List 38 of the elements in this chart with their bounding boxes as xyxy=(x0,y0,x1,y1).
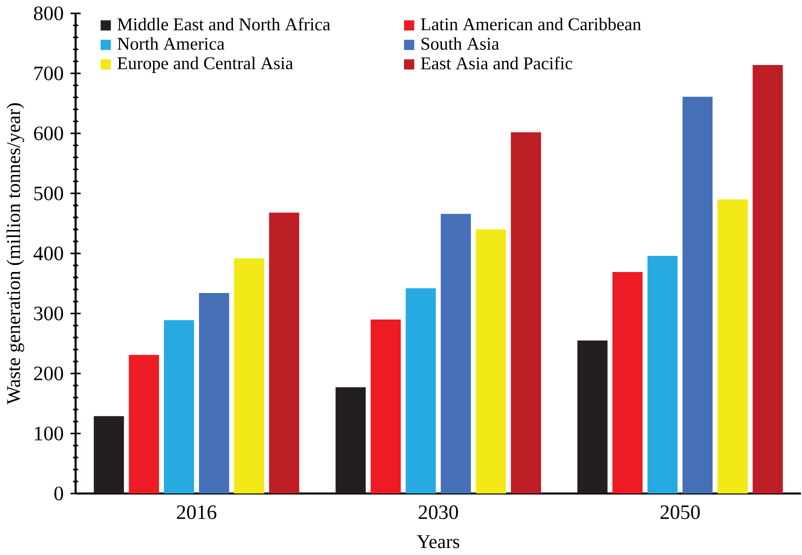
bar xyxy=(198,293,230,494)
y-tick-label: 400 xyxy=(34,246,64,260)
bar xyxy=(128,355,159,494)
bar xyxy=(682,96,713,494)
legend-label: East Asia and Pacific xyxy=(420,56,572,70)
bar xyxy=(234,258,264,494)
bar xyxy=(164,320,194,494)
legend-label: South Asia xyxy=(422,37,500,50)
y-tick-label: 200 xyxy=(34,366,64,381)
bar xyxy=(510,132,542,494)
y-tick-label: 0 xyxy=(54,486,64,501)
y-tick-label: 700 xyxy=(34,66,64,80)
bar xyxy=(752,65,783,494)
bar xyxy=(440,214,471,494)
y-tick-label: 100 xyxy=(34,426,64,441)
bar xyxy=(269,212,300,494)
bar xyxy=(476,230,506,494)
bar xyxy=(718,200,748,494)
legend-label: Latin American and Caribbean xyxy=(420,18,642,30)
y-tick-label: 500 xyxy=(34,186,64,200)
legend-label: Middle East and North Africa xyxy=(118,18,330,31)
y-tick-label: 600 xyxy=(34,126,64,140)
y-tick-label: 800 xyxy=(34,6,64,20)
bar xyxy=(370,320,401,494)
x-tick-label: 2030 xyxy=(418,505,458,520)
bar xyxy=(577,340,608,494)
legend-label: Europe and Central Asia xyxy=(118,56,293,74)
bar xyxy=(406,288,436,494)
y-tick-label: 300 xyxy=(34,306,64,321)
x-tick-label: 2016 xyxy=(176,505,216,520)
y-axis-title: Waste generation (million tonnes/year) xyxy=(6,103,24,405)
bar xyxy=(647,256,678,494)
bar xyxy=(336,387,366,494)
bar xyxy=(94,416,124,494)
legend-label: North America xyxy=(118,37,224,50)
x-axis-title: Years xyxy=(416,535,460,548)
bar xyxy=(612,272,643,494)
x-tick-label: 2050 xyxy=(660,505,700,520)
